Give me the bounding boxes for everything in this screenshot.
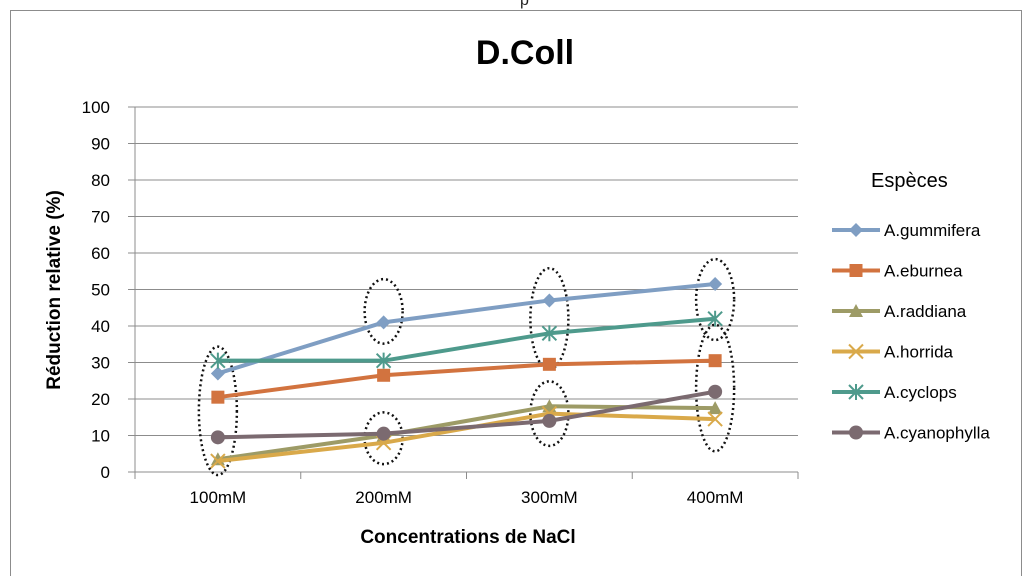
legend-label: A.gummifera bbox=[884, 221, 981, 240]
data-point-a-gummifera bbox=[542, 293, 557, 308]
legend-item-a-raddiana: A.raddiana bbox=[832, 302, 967, 321]
data-point-a-gummifera bbox=[376, 315, 391, 330]
highlight-oval bbox=[529, 266, 570, 371]
legend-swatch-marker bbox=[849, 264, 863, 277]
y-tick-label: 0 bbox=[101, 463, 110, 482]
data-point-a-cyanophylla bbox=[376, 426, 391, 441]
series-a-cyclops bbox=[210, 310, 723, 369]
y-tick-label: 10 bbox=[91, 427, 110, 446]
highlight-oval bbox=[694, 323, 736, 453]
legend-label: A.horrida bbox=[884, 343, 954, 362]
legend-item-a-gummifera: A.gummifera bbox=[832, 221, 981, 240]
axes bbox=[128, 106, 799, 479]
x-tick-label: 100mM bbox=[190, 488, 247, 507]
legend-swatch-marker bbox=[848, 343, 864, 360]
chart-frame bbox=[10, 10, 1022, 576]
gridlines bbox=[135, 106, 798, 436]
legend-item-a-cyanophylla: A.cyanophylla bbox=[832, 424, 990, 443]
data-point-a-eburnea bbox=[377, 368, 391, 382]
y-axis-title: Réduction relative (%) bbox=[44, 190, 65, 390]
data-point-a-cyclops bbox=[541, 325, 558, 342]
y-tick-label: 90 bbox=[91, 135, 110, 154]
series-a-gummifera bbox=[210, 277, 723, 381]
data-point-a-cyanophylla bbox=[542, 413, 557, 428]
series-line-a-gummifera bbox=[217, 282, 716, 376]
x-tick-label: 200mM bbox=[355, 488, 412, 507]
series-a-cyanophylla bbox=[210, 384, 723, 445]
legend-label: A.eburnea bbox=[884, 262, 963, 281]
legend-label: A.raddiana bbox=[884, 302, 967, 321]
data-point-a-gummifera bbox=[708, 277, 723, 292]
legend-swatch-marker bbox=[848, 384, 864, 400]
data-point-a-eburnea bbox=[211, 390, 225, 404]
legend-label: A.cyclops bbox=[884, 383, 957, 402]
data-point-a-horrida bbox=[707, 411, 723, 427]
series-line-a-cyclops bbox=[217, 316, 716, 363]
y-tick-label: 50 bbox=[91, 281, 110, 300]
y-tick-label: 40 bbox=[91, 317, 110, 336]
x-tick-labels: 100mM 200mM 300mM 400mM bbox=[190, 488, 744, 507]
data-point-a-cyanophylla bbox=[708, 384, 723, 399]
legend-item-a-horrida: A.horrida bbox=[832, 343, 954, 362]
y-tick-labels: 0 10 20 30 40 50 60 70 80 90 100 bbox=[82, 98, 110, 482]
legend-swatch-marker bbox=[849, 223, 863, 237]
chart-title: D.Coll bbox=[476, 34, 574, 72]
y-tick-label: 60 bbox=[91, 244, 110, 263]
data-point-a-cyanophylla bbox=[210, 430, 225, 445]
x-tick-label: 400mM bbox=[687, 488, 744, 507]
x-axis-title: Concentrations de NaCl bbox=[360, 527, 575, 548]
clipped-text-fragment: p bbox=[520, 0, 529, 9]
legend-label: A.cyanophylla bbox=[884, 424, 990, 443]
series-line-a-cyanophylla bbox=[217, 389, 716, 440]
data-point-a-horrida bbox=[210, 453, 226, 469]
data-point-a-cyclops bbox=[210, 352, 226, 369]
y-tick-label: 20 bbox=[91, 390, 110, 409]
legend-item-a-eburnea: A.eburnea bbox=[832, 262, 963, 281]
legend-item-a-cyclops: A.cyclops bbox=[832, 383, 957, 402]
highlight-oval bbox=[363, 277, 404, 345]
legend: A.gummifera A.eburnea A.raddiana A.horrida… bbox=[832, 221, 990, 443]
data-point-a-cyclops bbox=[375, 352, 392, 369]
data-point-a-eburnea bbox=[542, 357, 556, 371]
x-tick-label: 300mM bbox=[521, 488, 578, 507]
y-tick-label: 80 bbox=[91, 171, 110, 190]
y-tick-label: 100 bbox=[82, 98, 110, 117]
data-point-a-gummifera bbox=[210, 366, 225, 381]
data-point-a-cyclops bbox=[707, 310, 723, 327]
legend-swatch-marker bbox=[849, 425, 863, 440]
data-point-a-eburnea bbox=[708, 354, 722, 368]
highlight-oval bbox=[694, 257, 736, 342]
series-line-a-eburnea bbox=[217, 358, 716, 400]
data-point-a-raddiana bbox=[708, 401, 723, 415]
series-lines bbox=[210, 277, 723, 469]
series-a-eburnea bbox=[211, 354, 722, 404]
legend-swatch-marker bbox=[849, 304, 863, 317]
y-tick-label: 70 bbox=[91, 208, 110, 227]
highlight-oval bbox=[197, 345, 239, 477]
legend-title: Espèces bbox=[871, 170, 948, 192]
y-tick-label: 30 bbox=[91, 354, 110, 373]
